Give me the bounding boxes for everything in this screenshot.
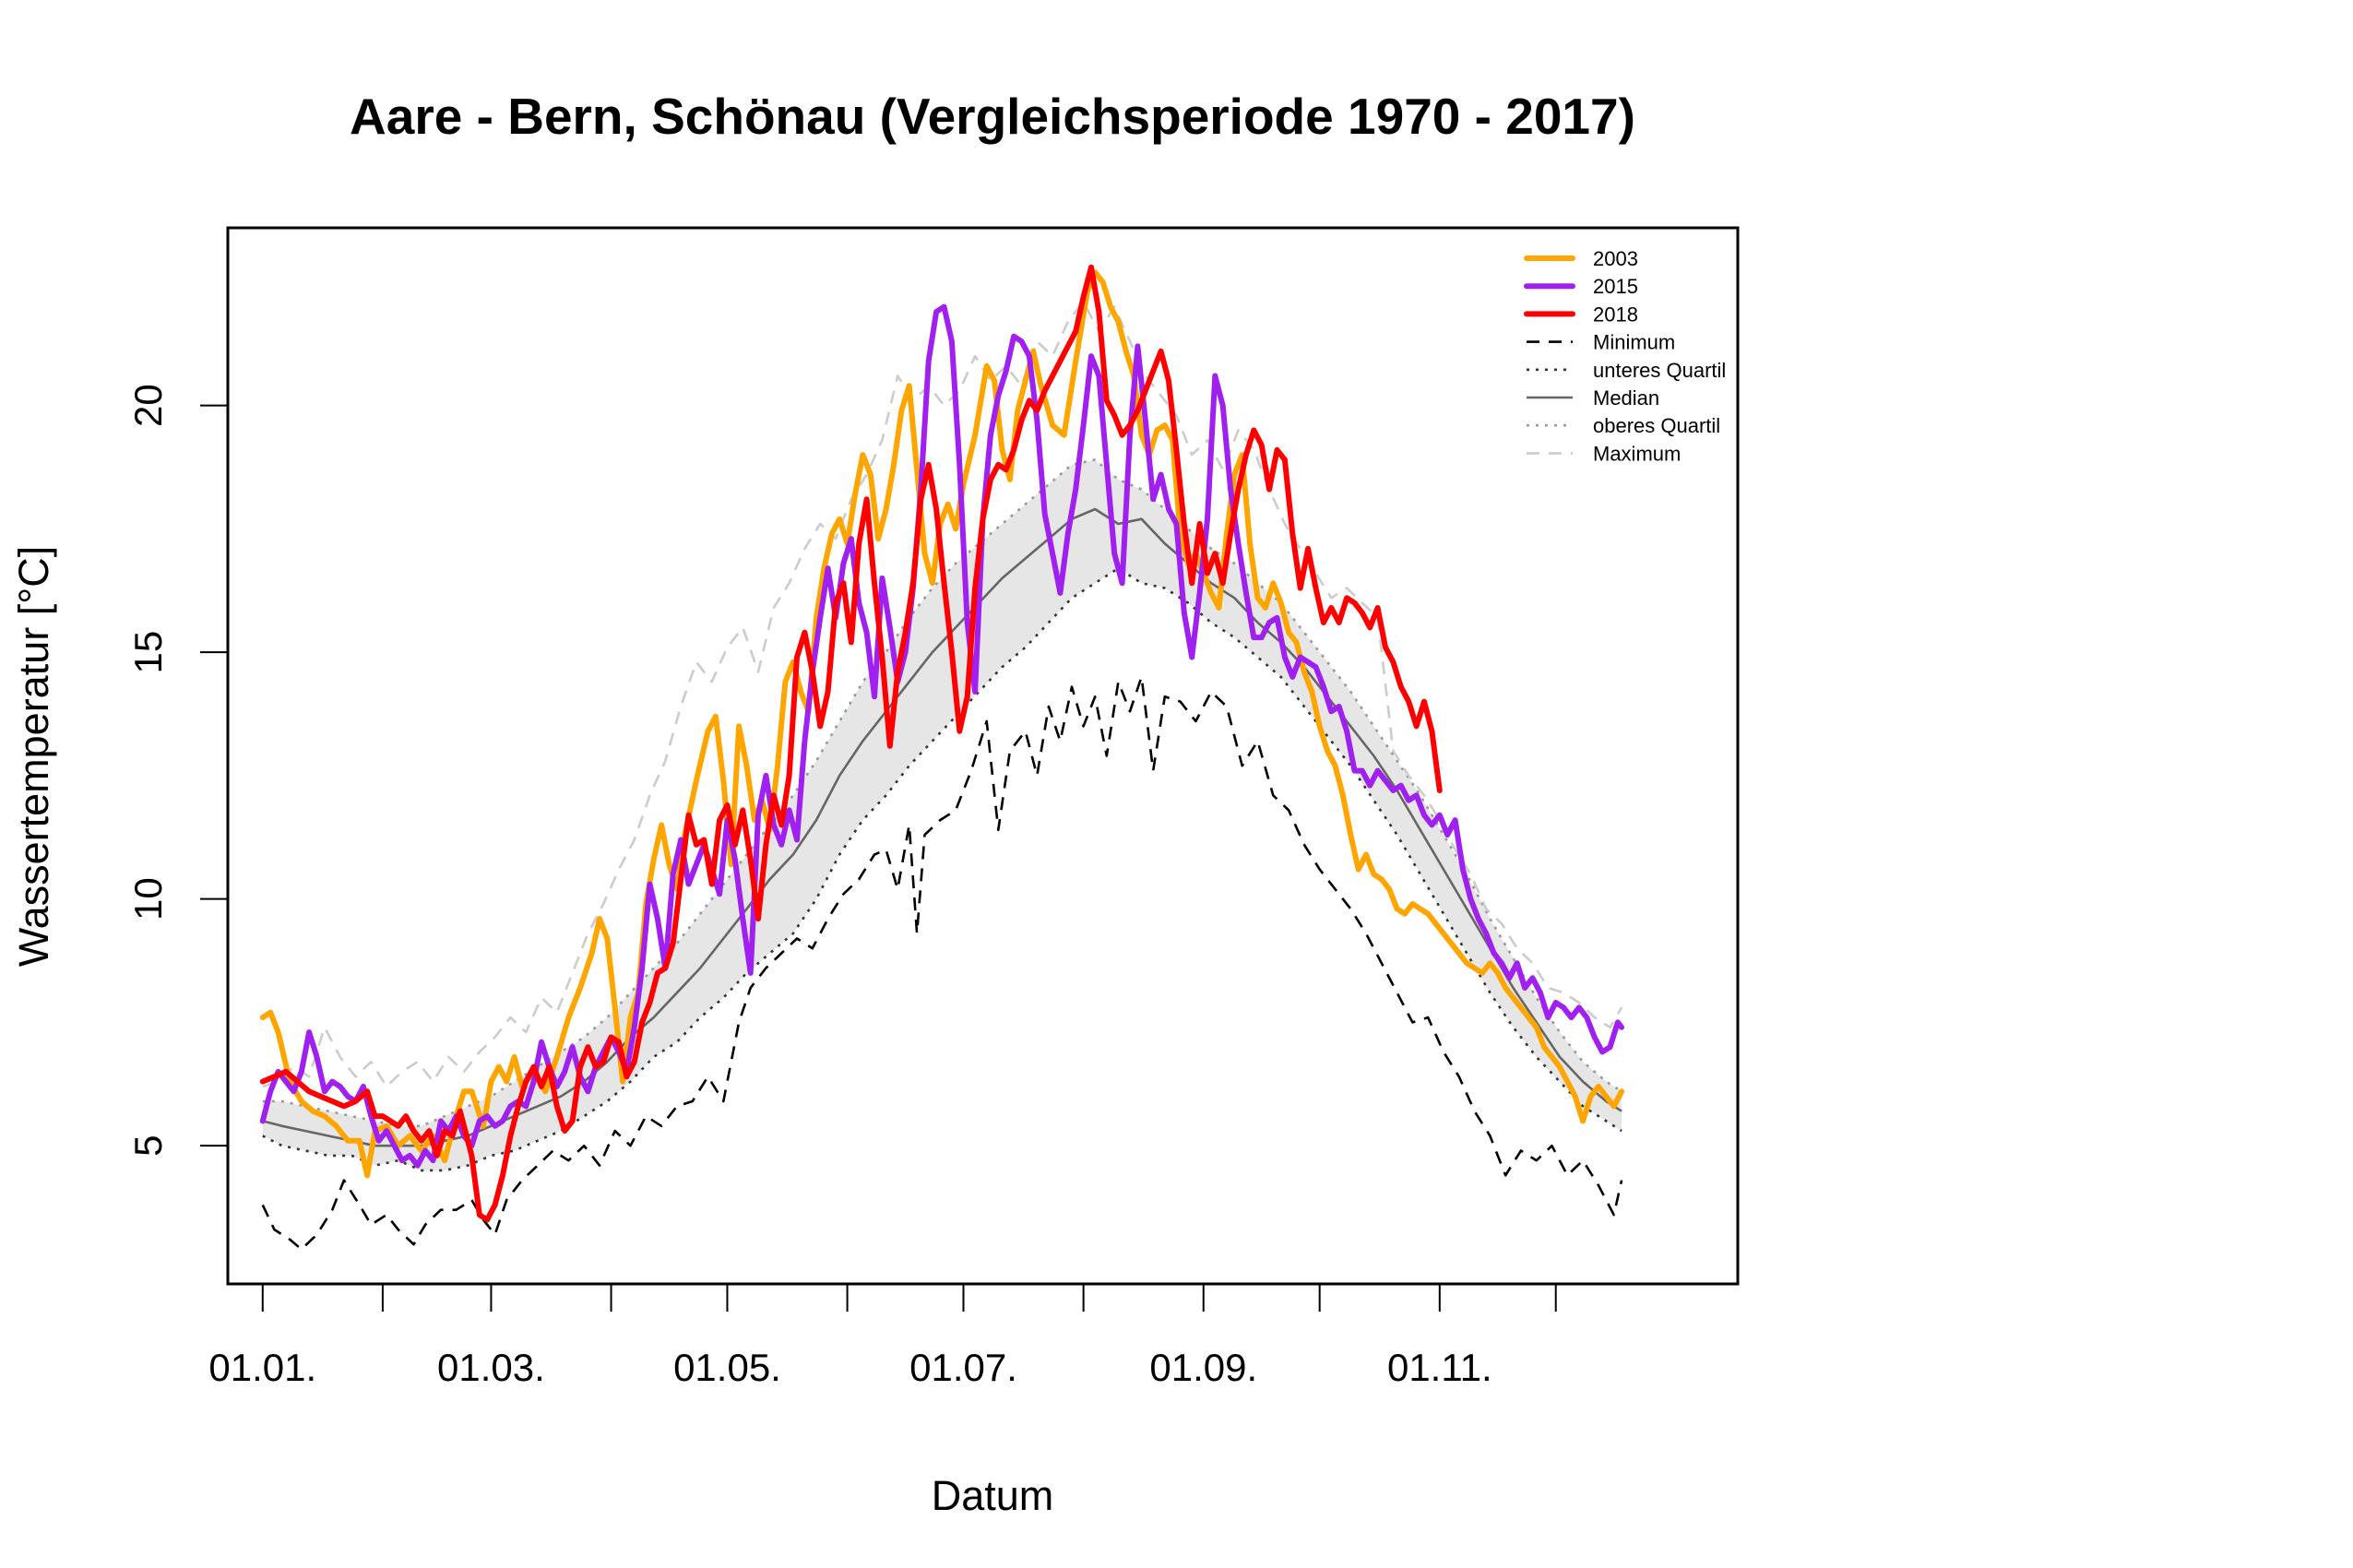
- y-tick-label: 10: [126, 877, 170, 921]
- legend-item-minimum: Minimum: [1527, 331, 1675, 354]
- series-line-2018: [259, 264, 1443, 1223]
- y-tick-label: 20: [126, 384, 170, 427]
- x-tick-label: 01.07.: [909, 1346, 1017, 1389]
- x-axis-label: Datum: [932, 1472, 1054, 1519]
- series-line-maximum: [262, 301, 1623, 1088]
- legend-label: unteres Quartil: [1593, 359, 1726, 382]
- plot-area: [259, 264, 1625, 1251]
- y-tick-label: 15: [126, 631, 170, 674]
- legend-label: oberes Quartil: [1593, 414, 1720, 437]
- legend-item-2018: 2018: [1524, 303, 1638, 326]
- legend-item-median: Median: [1527, 386, 1659, 410]
- x-tick-label: 01.09.: [1149, 1346, 1257, 1389]
- x-tick-label: 01.11.: [1387, 1346, 1492, 1389]
- y-tick-label: 5: [126, 1135, 170, 1157]
- x-tick-label: 01.05.: [673, 1346, 781, 1389]
- legend-item-maximum: Maximum: [1527, 442, 1681, 465]
- x-axis: 01.01. 01.03. 01.05. 01.07. 01.09. 01.11.: [208, 1283, 1557, 1389]
- chart-title: Aare - Bern, Schönau (Vergleichsperiode …: [350, 88, 1635, 145]
- series-line-2015: [259, 303, 1625, 1169]
- y-axis-label: Wassertemperatur [°C]: [10, 546, 57, 967]
- legend-label: Minimum: [1593, 331, 1675, 354]
- legend-label: Maximum: [1593, 442, 1681, 465]
- legend-label: 2015: [1593, 275, 1638, 298]
- x-tick-label: 01.01.: [208, 1346, 316, 1389]
- legend-item-2015: 2015: [1524, 275, 1638, 298]
- legend-label: 2018: [1593, 303, 1638, 326]
- legend-item-oberes-quartil: oberes Quartil: [1527, 414, 1720, 437]
- legend: 2003 2015 2018 Minimum unteres Quartil Median…: [1524, 247, 1726, 465]
- series-line-unteres-quartil: [262, 566, 1622, 1172]
- x-tick-label: 01.03.: [437, 1346, 545, 1389]
- y-axis: 5 10 15 20: [126, 384, 229, 1157]
- legend-label: 2003: [1593, 247, 1638, 270]
- series-line-median: [262, 507, 1622, 1147]
- legend-item-unteres-quartil: unteres Quartil: [1527, 359, 1726, 382]
- legend-label: Median: [1593, 386, 1659, 410]
- legend-item-2003: 2003: [1524, 247, 1638, 270]
